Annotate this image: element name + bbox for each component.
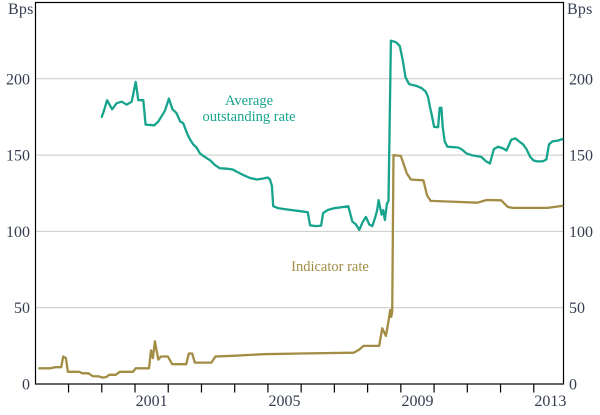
y-axis-label-left-200: 200 <box>6 71 30 88</box>
x-axis-label-2013: 2013 <box>534 393 566 410</box>
series-label-average-outstanding-rate: Average outstanding rate <box>168 93 330 126</box>
x-axis-label-2009: 2009 <box>401 393 433 410</box>
y-axis-label-right-150: 150 <box>569 148 593 165</box>
y-axis-unit-right: Bps <box>567 1 593 18</box>
plot-frame <box>34 1 565 385</box>
y-axis-label-left-100: 100 <box>6 224 30 241</box>
y-axis-label-right-100: 100 <box>569 224 593 241</box>
series-line-average-outstanding-rate <box>100 39 564 232</box>
series-label-indicator-rate: Indicator rate <box>291 259 369 275</box>
y-axis-label-left-0: 0 <box>22 377 30 394</box>
y-axis-label-right-200: 200 <box>569 71 593 88</box>
y-axis-label-right-0: 0 <box>569 377 577 394</box>
y-axis-label-left-150: 150 <box>6 148 30 165</box>
y-axis-label-right-50: 50 <box>569 300 585 317</box>
series-line-indicator-rate <box>38 153 564 379</box>
y-axis-unit-left: Bps <box>8 1 34 18</box>
series-label-average-line2: outstanding rate <box>202 108 296 125</box>
x-axis-label-2005: 2005 <box>269 393 301 410</box>
y-axis-label-left-50: 50 <box>14 300 30 317</box>
x-axis-label-2001: 2001 <box>136 393 168 410</box>
series-label-average-line1: Average <box>224 93 274 109</box>
